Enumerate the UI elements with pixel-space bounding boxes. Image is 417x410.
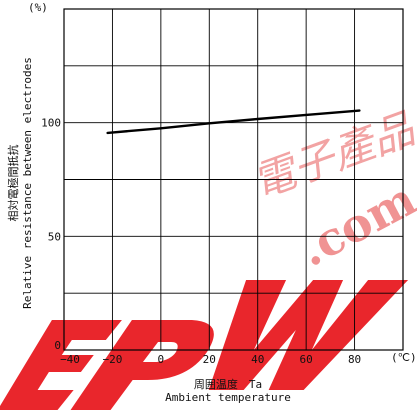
y-tick-labels: 0 50 100 xyxy=(41,117,61,352)
x-tick-label: −40 xyxy=(60,353,80,366)
series-line xyxy=(106,109,361,135)
y-tick-label: 50 xyxy=(48,230,61,243)
x-tick-label: 60 xyxy=(300,353,313,366)
x-tick-label: −20 xyxy=(102,353,122,366)
x-tick-label: 0 xyxy=(158,353,165,366)
y-axis-unit: (%) xyxy=(28,1,48,14)
y-axis-title-japanese: 相対電極間抵抗 xyxy=(6,145,20,222)
y-tick-label: 0 xyxy=(54,339,61,352)
x-tick-label: 20 xyxy=(203,353,216,366)
plot-frame xyxy=(63,8,404,351)
x-axis-title-japanese: 周囲温度 Ta xyxy=(194,377,262,391)
x-tick-labels: −40 −20 0 20 40 60 80 xyxy=(60,353,361,366)
y-tick-label: 100 xyxy=(41,117,61,130)
watermark-letter-p xyxy=(70,320,214,410)
x-axis-unit: (℃) xyxy=(391,351,417,364)
x-tick-label: 80 xyxy=(348,353,361,366)
watermark-letter-w xyxy=(208,280,409,390)
x-axis-title-english: Ambient temperature xyxy=(165,391,291,404)
grid-lines xyxy=(64,9,403,350)
y-axis-title-english: Relative resistance between electrodes xyxy=(21,57,34,309)
x-tick-label: 40 xyxy=(251,353,264,366)
watermark-letter-e xyxy=(0,320,122,410)
